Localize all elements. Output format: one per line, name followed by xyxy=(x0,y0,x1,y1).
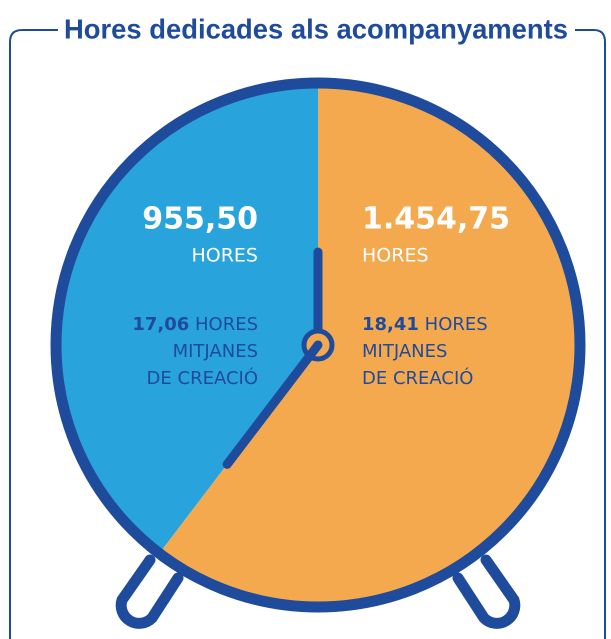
note-text: HORES xyxy=(195,314,258,335)
chart-title: Hores dedicades als acompanyaments xyxy=(64,13,568,44)
note-figure: 18,41 xyxy=(362,314,419,335)
unit-label: HORES xyxy=(191,245,258,267)
value-label: 1.454,75 xyxy=(362,202,510,237)
note-text: HORES xyxy=(425,314,488,335)
note-line: MITJANES xyxy=(173,341,258,362)
note-line: 18,41 HORES xyxy=(362,314,488,335)
note-line: DE CREACIÓ xyxy=(362,367,473,389)
infographic: Hores dedicades als acompanyaments 955,5… xyxy=(0,0,611,639)
note-line: DE CREACIÓ xyxy=(147,367,258,389)
clock-leg xyxy=(121,560,178,623)
note-line: MITJANES xyxy=(362,341,447,362)
note-figure: 17,06 xyxy=(132,314,189,335)
unit-label: HORES xyxy=(362,245,429,267)
clock-leg xyxy=(458,560,515,623)
note-line: 17,06 HORES xyxy=(132,314,258,335)
value-label: 955,50 xyxy=(142,202,258,237)
